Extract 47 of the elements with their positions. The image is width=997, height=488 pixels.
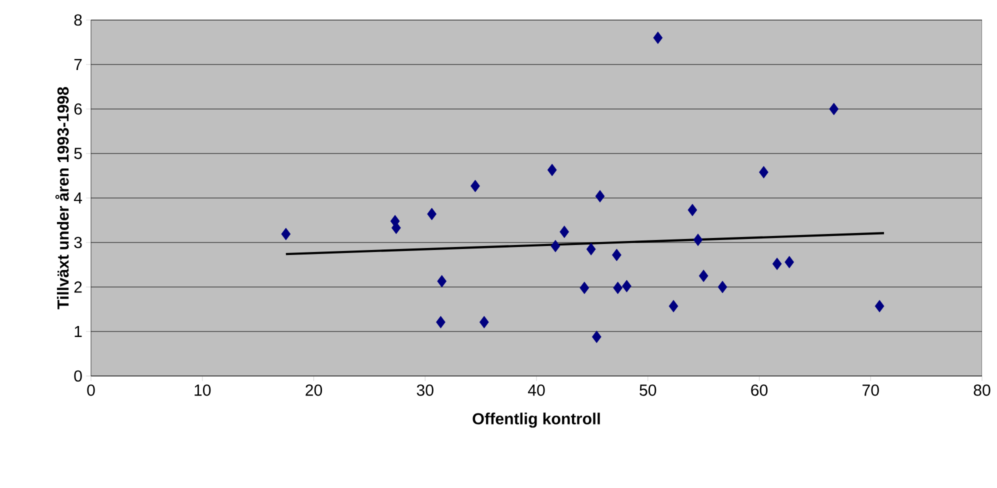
point <box>668 300 678 312</box>
point <box>688 204 698 216</box>
y-axis-title: Tillväxt under åren 1993-1998 <box>55 87 69 310</box>
y-tick-label: 7 <box>74 58 82 70</box>
point <box>653 32 663 44</box>
point <box>693 234 703 246</box>
point <box>622 280 632 292</box>
point <box>784 256 794 268</box>
x-tick-label: 30 <box>416 384 434 396</box>
point <box>592 330 602 344</box>
point <box>547 164 557 176</box>
point <box>613 282 623 294</box>
point <box>595 190 605 202</box>
y-tick-label: 1 <box>74 326 82 338</box>
point <box>436 316 446 328</box>
point <box>470 180 480 192</box>
x-tick-label: 20 <box>306 384 322 396</box>
x-tick-label: 80 <box>974 384 990 396</box>
point <box>718 280 728 294</box>
x-tick-label: 40 <box>528 384 545 396</box>
x-axis-title: Offentlig kontroll <box>472 412 600 428</box>
point <box>874 300 884 312</box>
point <box>281 228 291 240</box>
x-tick-label: 10 <box>194 384 211 396</box>
point <box>479 316 489 328</box>
x-tick-label: 60 <box>751 384 768 396</box>
y-tick-label: 6 <box>74 103 82 115</box>
x-tick-label: 50 <box>640 384 656 396</box>
point <box>437 275 447 288</box>
y-tick-label: 0 <box>74 370 82 382</box>
point <box>427 208 437 220</box>
point <box>560 226 570 238</box>
y-tick-label: 5 <box>74 148 82 160</box>
point <box>586 242 596 256</box>
y-tick-label: 4 <box>74 192 82 204</box>
x-tick-label: 0 <box>87 384 95 396</box>
x-tick-label: 70 <box>862 384 879 396</box>
point <box>612 248 622 262</box>
point <box>580 282 590 294</box>
point <box>829 102 839 116</box>
y-tick-label: 8 <box>74 14 82 26</box>
y-tick-label: 3 <box>74 236 82 248</box>
point <box>698 270 708 282</box>
point <box>772 258 782 270</box>
point <box>550 240 560 252</box>
point <box>759 166 768 178</box>
y-tick-label: 2 <box>74 281 82 293</box>
